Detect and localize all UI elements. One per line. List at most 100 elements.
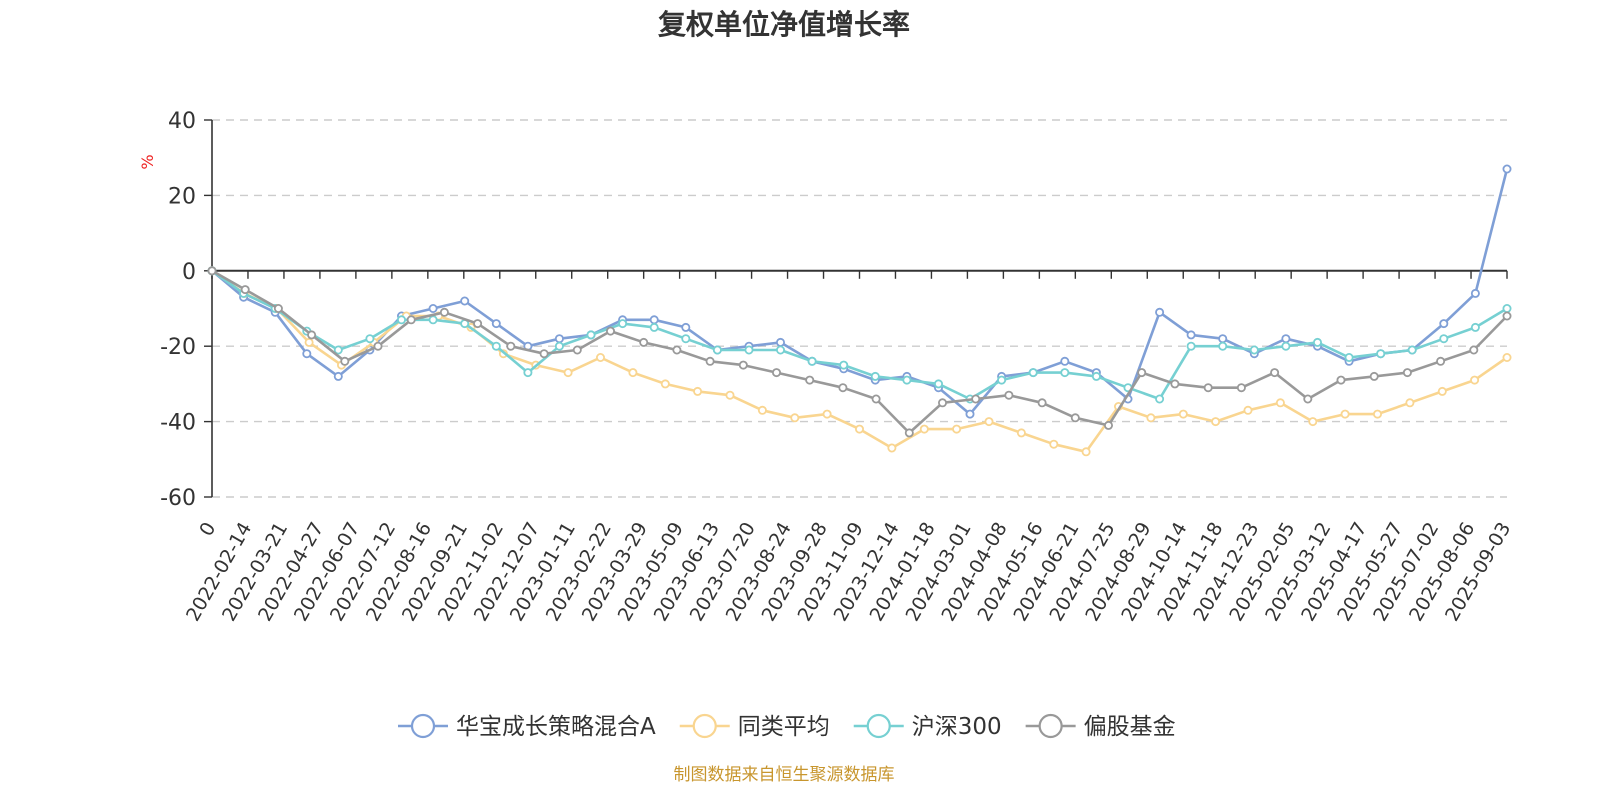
legend-marker [1038, 713, 1063, 739]
series-- [207, 266, 1512, 438]
data-point [1218, 334, 1228, 344]
data-point [302, 349, 312, 359]
data-point [772, 368, 782, 378]
data-point [473, 319, 483, 329]
data-point [1469, 345, 1479, 355]
data-point [1470, 375, 1480, 385]
data-point [428, 315, 438, 325]
x-axis: 02022-02-142022-03-212022-04-272022-06-0… [182, 269, 1515, 625]
data-point [1502, 164, 1512, 174]
legend-item[interactable]: 偏股基金 [1025, 713, 1176, 740]
data-point [971, 394, 981, 404]
data-point [1104, 420, 1114, 430]
data-point [1091, 371, 1101, 381]
data-point [997, 375, 1007, 385]
series-- [207, 266, 1512, 457]
data-point [1344, 352, 1354, 362]
data-point [1060, 356, 1070, 366]
grid-lines [212, 119, 1507, 498]
legend-item[interactable]: 华宝成长策略混合A [398, 713, 656, 740]
legend-item[interactable]: 同类平均 [679, 713, 830, 740]
data-point [1405, 398, 1415, 408]
data-point [1004, 390, 1014, 400]
data-point [1236, 383, 1246, 393]
data-point [406, 315, 416, 325]
data-point [1070, 413, 1080, 423]
series-lines [207, 164, 1512, 457]
data-point [1028, 368, 1038, 378]
data-point [805, 375, 815, 385]
data-point [1060, 368, 1070, 378]
data-point [1275, 398, 1285, 408]
data-point [523, 368, 533, 378]
series-line [211, 269, 1508, 401]
data-point [563, 368, 573, 378]
y-axis-unit: % [138, 154, 157, 169]
data-point [1281, 334, 1291, 344]
data-point [491, 319, 501, 329]
data-point [738, 360, 748, 370]
data-point [1369, 371, 1379, 381]
data-point [1178, 409, 1188, 419]
data-point [904, 428, 914, 438]
series-line [211, 168, 1509, 416]
data-point [855, 424, 865, 434]
data-point [807, 356, 817, 366]
data-point [870, 371, 880, 381]
y-tick-label: 0 [182, 260, 196, 285]
data-point [618, 319, 628, 329]
data-point [1376, 349, 1386, 359]
data-point [554, 341, 564, 351]
data-point [757, 405, 767, 415]
series--300 [207, 266, 1512, 404]
data-point [1502, 311, 1512, 321]
data-point [1407, 345, 1417, 355]
data-point [919, 424, 929, 434]
data-point [1313, 337, 1323, 347]
data-point [1170, 379, 1180, 389]
data-point [365, 334, 375, 344]
data-point [1186, 330, 1196, 340]
data-point [1186, 341, 1196, 351]
data-point [373, 341, 383, 351]
data-point [934, 379, 944, 389]
legend-item[interactable]: 沪深300 [853, 713, 1002, 740]
data-point [725, 390, 735, 400]
data-point [572, 345, 582, 355]
data-point [1340, 409, 1350, 419]
y-tick-label: -60 [160, 486, 196, 511]
legend-label: 沪深300 [912, 714, 1002, 740]
y-tick-label: 20 [168, 184, 196, 209]
data-point [1502, 352, 1512, 362]
data-point [744, 345, 754, 355]
data-point [776, 345, 786, 355]
data-point [207, 266, 217, 276]
data-point [1336, 375, 1346, 385]
data-point [606, 326, 616, 336]
y-tick-label: -20 [160, 335, 196, 360]
data-point [902, 375, 912, 385]
data-point [539, 349, 549, 359]
data-point [439, 307, 449, 317]
data-point [1218, 341, 1228, 351]
data-point [333, 345, 343, 355]
data-point [1270, 368, 1280, 378]
data-point [952, 424, 962, 434]
data-point [660, 379, 670, 389]
data-point [1303, 394, 1313, 404]
y-axis: 40 20 0 -20 -40 -60 [160, 109, 213, 511]
data-point [240, 285, 250, 295]
y-tick-label: -40 [160, 411, 196, 436]
data-point [586, 330, 596, 340]
data-point [839, 360, 849, 370]
data-point [1373, 409, 1383, 419]
data-point [1155, 394, 1165, 404]
data-point [649, 315, 659, 325]
data-point [628, 368, 638, 378]
legend-marker [410, 713, 436, 739]
data-point [705, 356, 715, 366]
data-point [838, 383, 848, 393]
data-point [273, 303, 283, 313]
data-point [887, 443, 897, 453]
